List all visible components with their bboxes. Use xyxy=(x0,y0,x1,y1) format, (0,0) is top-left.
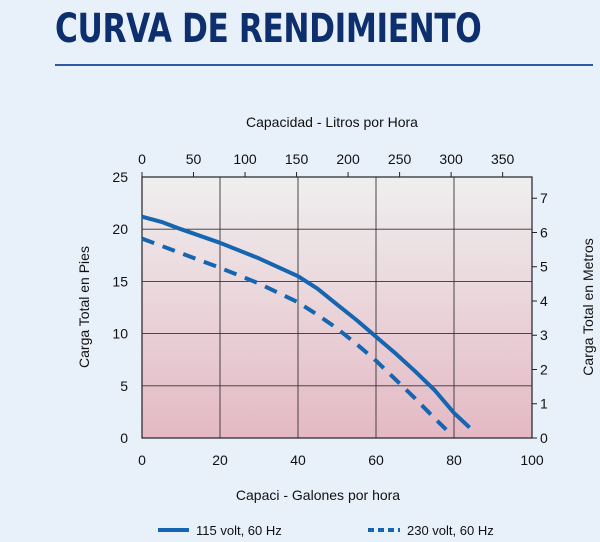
y2-tick-label: 5 xyxy=(540,259,548,275)
series-line-115v xyxy=(141,214,471,430)
y-axis-label: Carga Total en Pies xyxy=(76,246,92,368)
y-tick-label: 20 xyxy=(112,221,128,237)
x2-tick-label: 350 xyxy=(491,151,515,167)
x-tick-label: 100 xyxy=(520,452,544,468)
x2-tick-label: 150 xyxy=(285,151,309,167)
x2-axis-label: Capacidad - Litros por Hora xyxy=(246,114,418,130)
x-tick-label: 60 xyxy=(368,452,384,468)
y-tick-label: 0 xyxy=(120,430,128,446)
page-title: CURVA DE RENDIMIENTO xyxy=(55,6,482,52)
x2-tick-label: 50 xyxy=(186,151,202,167)
y-tick-label: 15 xyxy=(112,273,128,289)
y2-tick-label: 0 xyxy=(540,430,548,446)
x-tick-label: 40 xyxy=(290,452,306,468)
y-tick-label: 10 xyxy=(112,326,128,342)
x-tick-label: 0 xyxy=(138,452,146,468)
x2-tick-label: 250 xyxy=(388,151,412,167)
legend-label-115v: 115 volt, 60 Hz xyxy=(196,523,282,538)
series-line-230v xyxy=(141,236,448,432)
y2-tick-label: 7 xyxy=(540,190,548,206)
legend: 115 volt, 60 Hz 230 volt, 60 Hz xyxy=(158,523,494,538)
x-tick-label: 20 xyxy=(212,452,228,468)
x2-tick-label: 200 xyxy=(336,151,360,167)
legend-label-230v: 230 volt, 60 Hz xyxy=(407,523,494,538)
y2-tick-label: 3 xyxy=(540,327,548,343)
y2-axis-label: Carga Total en Metros xyxy=(580,238,596,375)
x2-tick-label: 100 xyxy=(233,151,257,167)
title-divider xyxy=(55,64,593,66)
y-tick-label: 25 xyxy=(112,169,128,185)
y2-tick-label: 4 xyxy=(540,293,548,309)
x2-tick-label: 0 xyxy=(138,151,146,167)
y-tick-label: 5 xyxy=(120,378,128,394)
y2-tick-label: 1 xyxy=(540,396,548,412)
x2-tick-label: 300 xyxy=(439,151,463,167)
y2-tick-label: 2 xyxy=(540,361,548,377)
y2-tick-label: 6 xyxy=(540,224,548,240)
plot-area xyxy=(141,176,533,439)
x-axis-label: Capaci - Galones por hora xyxy=(236,487,400,503)
x-tick-label: 80 xyxy=(446,452,462,468)
